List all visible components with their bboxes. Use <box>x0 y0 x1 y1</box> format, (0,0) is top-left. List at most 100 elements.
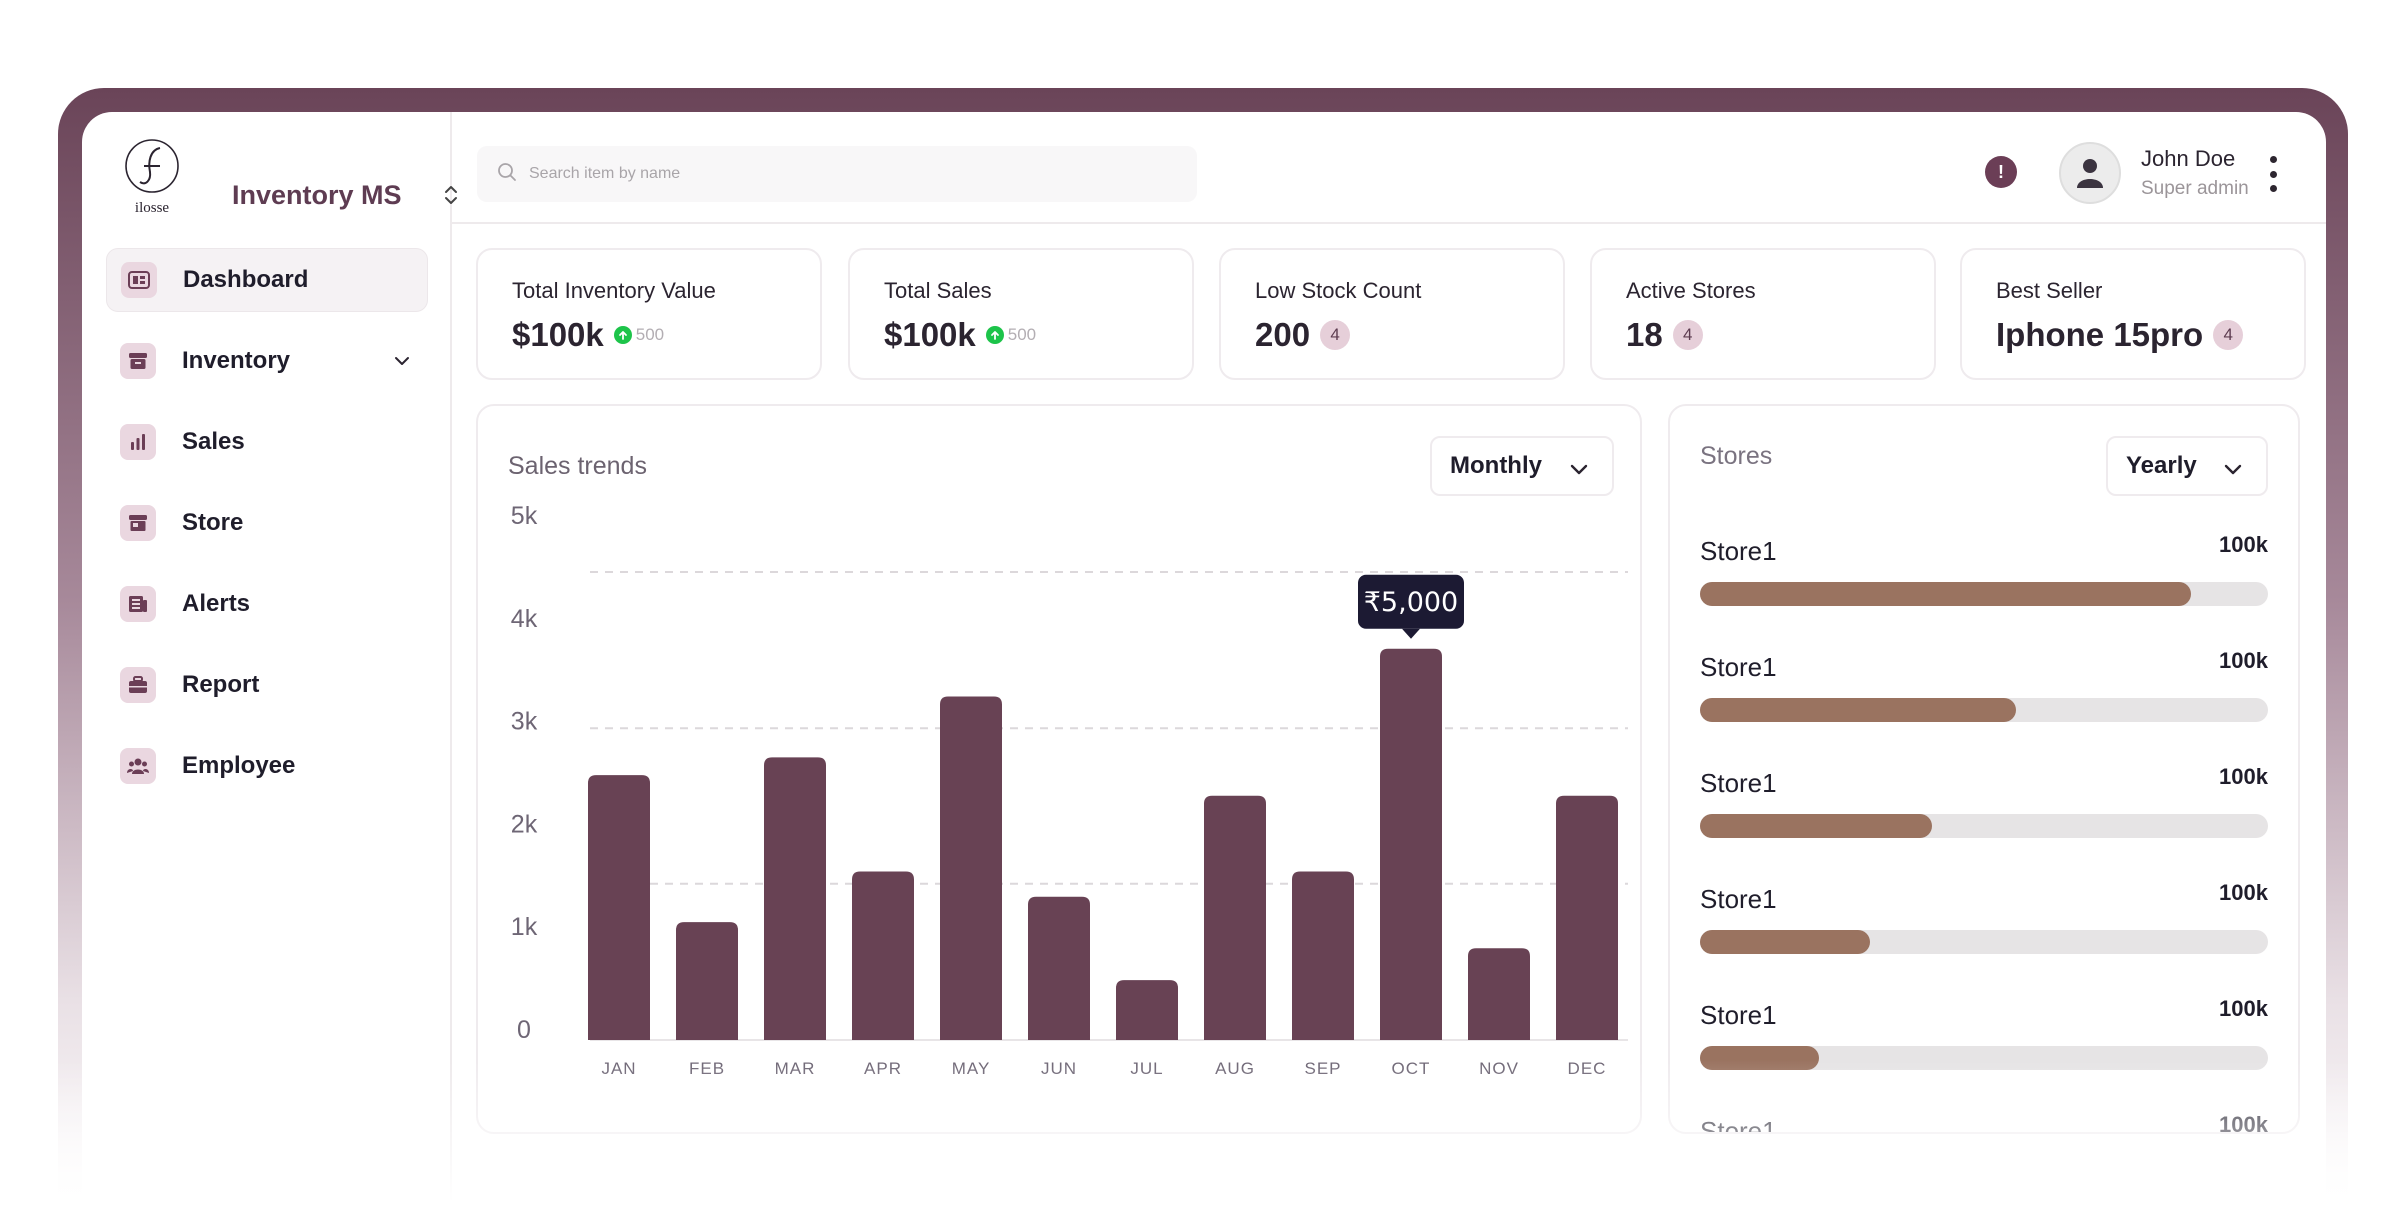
stat-badge: 4 <box>2213 320 2244 350</box>
store-row: Store1 100k <box>1700 1112 2268 1134</box>
sidebar-item-label: Dashboard <box>183 266 309 293</box>
sidebar-item-inventory[interactable]: Inventory <box>106 329 428 393</box>
stat-card-low-stock-count: Low Stock Count 200 4 <box>1219 248 1565 380</box>
sidebar-item-store[interactable]: Store <box>106 491 428 555</box>
app-name: Inventory MS <box>232 180 402 210</box>
stat-badge: 4 <box>1672 320 1703 350</box>
x-tick-label: SEP <box>1304 1059 1341 1078</box>
x-tick-label: DEC <box>1568 1059 1607 1078</box>
store-name: Store1 <box>1700 884 1777 914</box>
logo-text: ilosse <box>135 200 170 216</box>
stat-value: $100k <box>884 316 976 353</box>
sidebar-item-label: Sales <box>182 428 245 455</box>
store-progress-fill <box>1700 1046 1820 1070</box>
store-progress-fill <box>1700 582 2192 606</box>
header-divider <box>452 222 2326 224</box>
chart-bar-dec <box>1556 795 1618 1040</box>
chart-bar-nov <box>1468 948 1530 1040</box>
chart-bar-apr <box>852 871 914 1040</box>
store-value: 100k <box>2219 880 2268 905</box>
sales-bar-chart: 0 1k 2k 3k 4k 5k JAN FEB MAR APR MAY JUN JUL AUG SEP OC… <box>511 502 1628 1078</box>
stat-change-value: 500 <box>635 325 665 344</box>
stat-card-total-sales: Total Sales $100k 500 <box>848 248 1194 380</box>
stat-change-value: 500 <box>1007 325 1037 344</box>
x-tick-label: JAN <box>601 1059 636 1078</box>
dropdown-label: Yearly <box>2126 452 2197 479</box>
y-tick-label: 2k <box>511 810 538 838</box>
store-value: 100k <box>2219 532 2268 557</box>
user-role: Super admin <box>2141 178 2249 199</box>
x-tick-label: FEB <box>689 1059 725 1078</box>
sidebar-item-label: Inventory <box>182 347 291 374</box>
y-tick-label: 4k <box>511 605 538 633</box>
x-tick-label: MAY <box>952 1059 991 1078</box>
avatar[interactable] <box>2059 142 2121 204</box>
stores-card: Stores Yearly Store1 100k Store1 100k St… <box>1668 404 2300 1134</box>
user-name: John Doe <box>2141 146 2236 171</box>
store-progress-track <box>1700 582 2268 606</box>
sidebar-item-report[interactable]: Report <box>106 653 428 717</box>
stat-card-best-seller: Best Seller Iphone 15pro 4 <box>1960 248 2306 380</box>
stat-change: 500 <box>613 325 665 345</box>
store-progress-track <box>1700 698 2268 722</box>
chevron-down-icon[interactable] <box>392 351 412 371</box>
store-value: 100k <box>2219 996 2268 1021</box>
app-window: ilosse Inventory MS Dashboard Inventory <box>82 112 2326 1228</box>
chart-tooltip-label: ₹5,000 <box>1364 587 1458 618</box>
x-tick-label: MAR <box>775 1059 816 1078</box>
store-progress-fill <box>1700 814 1933 838</box>
store-name: Store1 <box>1700 536 1777 566</box>
chart-bar-jan <box>588 775 650 1040</box>
store-progress-track <box>1700 930 2268 954</box>
sales-trends-card: Sales trends Monthly 0 1k 2k 3k 4k 5k JAN FEB MA… <box>476 404 1642 1134</box>
chart-bar-jun <box>1028 896 1090 1040</box>
dropdown-label: Monthly <box>1450 452 1542 479</box>
chart-bar-sep <box>1292 871 1354 1040</box>
sidebar-item-label: Employee <box>182 752 296 779</box>
store-value: 100k <box>2219 764 2268 789</box>
sidebar-item-alerts[interactable]: Alerts <box>106 572 428 636</box>
logo: ilosse <box>120 136 184 222</box>
y-tick-label: 1k <box>511 913 538 941</box>
stores-title: Stores <box>1700 442 1773 470</box>
store-name: Store1 <box>1700 768 1777 798</box>
sidebar-item-employee[interactable]: Employee <box>106 734 428 798</box>
period-dropdown-yearly[interactable]: Yearly <box>2106 436 2268 496</box>
stat-label: Best Seller <box>1996 278 2103 303</box>
people-icon <box>120 748 156 784</box>
y-tick-label: 0 <box>517 1016 531 1044</box>
store-row: Store1 100k <box>1700 648 2268 732</box>
stat-card-total-inventory-value: Total Inventory Value $100k 500 <box>476 248 822 380</box>
chart-bar-may <box>940 696 1002 1040</box>
stat-value: $100k <box>512 316 604 353</box>
stat-label: Low Stock Count <box>1255 278 1422 303</box>
more-options-icon[interactable] <box>2265 156 2281 192</box>
sidebar-item-sales[interactable]: Sales <box>106 410 428 474</box>
workspace-switch-icon[interactable] <box>442 182 460 208</box>
search-icon <box>497 162 517 187</box>
store-name: Store1 <box>1700 1116 1777 1134</box>
sidebar: ilosse Inventory MS Dashboard Inventory <box>82 112 457 1228</box>
sidebar-item-dashboard[interactable]: Dashboard <box>106 248 428 312</box>
arrow-up-icon <box>613 326 632 344</box>
chart-bar-oct <box>1380 648 1442 1040</box>
stat-value: 18 <box>1626 316 1663 353</box>
store-progress-fill <box>1700 698 2017 722</box>
brand: ilosse Inventory MS <box>120 136 457 226</box>
chart-tooltip-box <box>1358 574 1464 629</box>
chevron-down-icon <box>2222 458 2244 480</box>
notification-alert-icon[interactable]: ! <box>1985 156 2017 188</box>
chart-bar-feb <box>676 922 738 1040</box>
search-input[interactable] <box>529 165 1129 183</box>
stat-label: Total Sales <box>884 278 992 303</box>
search-bar[interactable] <box>477 146 1197 202</box>
stat-card-active-stores: Active Stores 18 4 <box>1590 248 1936 380</box>
sidebar-item-label: Store <box>182 509 244 536</box>
store-row: Store1 100k <box>1700 880 2268 964</box>
store-name: Store1 <box>1700 1000 1777 1030</box>
storefront-icon <box>120 505 156 541</box>
period-dropdown-monthly[interactable]: Monthly <box>1430 436 1614 496</box>
chart-title: Sales trends <box>508 452 647 480</box>
store-row: Store1 100k <box>1700 996 2268 1080</box>
store-progress-track <box>1700 814 2268 838</box>
